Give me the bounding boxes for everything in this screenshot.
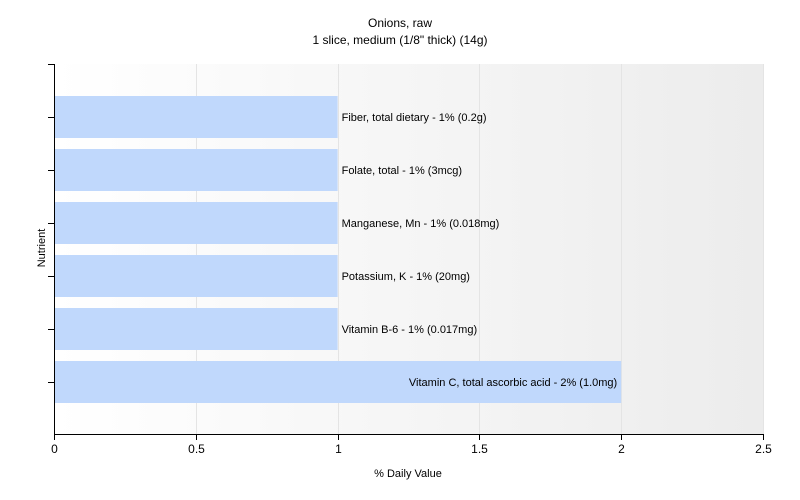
chart-title: Onions, raw bbox=[368, 16, 432, 30]
bar-label: Vitamin C, total ascorbic acid - 2% (1.0… bbox=[409, 377, 617, 389]
bar bbox=[55, 149, 338, 191]
bar-label: Folate, total - 1% (3mcg) bbox=[342, 165, 462, 177]
bar-label: Vitamin B-6 - 1% (0.017mg) bbox=[342, 324, 478, 336]
x-axis-ticks: 0 0.5 1 1.5 2 2.5 bbox=[51, 434, 772, 456]
x-tick-label: 1 bbox=[335, 442, 342, 456]
x-tick-label: 0 bbox=[51, 442, 58, 456]
bar bbox=[55, 255, 338, 297]
x-tick-label: 2 bbox=[618, 442, 625, 456]
chart-subtitle: 1 slice, medium (1/8" thick) (14g) bbox=[313, 33, 488, 47]
bar-label: Potassium, K - 1% (20mg) bbox=[342, 271, 470, 283]
bar bbox=[55, 361, 622, 403]
bars bbox=[55, 96, 622, 403]
bar-label: Fiber, total dietary - 1% (0.2g) bbox=[342, 112, 487, 124]
y-axis-ticks bbox=[48, 64, 54, 383]
x-axis-label: % Daily Value bbox=[374, 468, 442, 480]
bar-labels: Fiber, total dietary - 1% (0.2g) Folate, … bbox=[342, 112, 618, 389]
x-tick-label: 2.5 bbox=[755, 442, 772, 456]
x-tick-label: 0.5 bbox=[188, 442, 205, 456]
bar bbox=[55, 202, 338, 244]
bar bbox=[55, 96, 338, 138]
bar-label: Manganese, Mn - 1% (0.018mg) bbox=[342, 218, 500, 230]
bar bbox=[55, 308, 338, 350]
x-tick-label: 1.5 bbox=[471, 442, 488, 456]
axes bbox=[54, 64, 763, 435]
y-axis-label: Nutrient bbox=[36, 229, 48, 268]
